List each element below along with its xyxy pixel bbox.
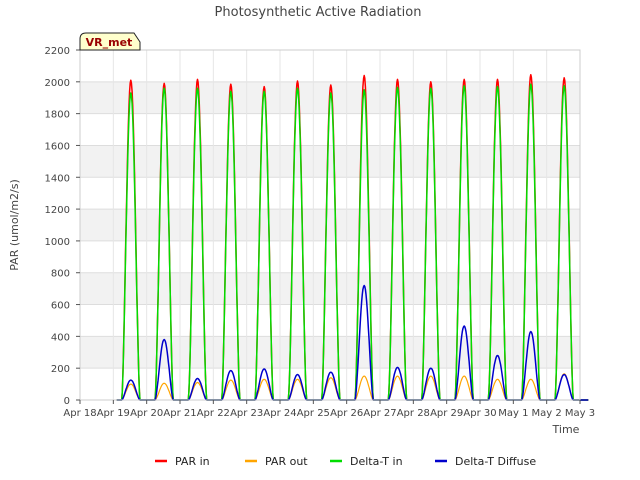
plot-background-bands	[80, 81, 580, 369]
x-tick-label: Apr 27	[363, 408, 396, 419]
x-tick-label: Apr 25	[297, 408, 330, 419]
x-tick-label: Apr 26	[330, 408, 363, 419]
plot-band	[80, 209, 580, 241]
site-label: VR_met	[86, 36, 133, 49]
series-line-par-out	[116, 373, 589, 401]
legend-label: PAR out	[265, 455, 308, 468]
legend: PAR in PAR out Delta-T in Delta-T Diffuse	[155, 455, 536, 468]
x-tick-label: Apr 22	[197, 408, 230, 419]
x-axis-label: Time	[552, 423, 580, 436]
site-label-box: VR_met	[79, 32, 141, 51]
legend-label: PAR in	[175, 455, 210, 468]
legend-item: Delta-T in	[330, 455, 403, 468]
x-axis: Apr 18 Apr 19 Apr 20 Apr 21 Apr 22 Apr 23 Apr …	[63, 400, 595, 419]
y-axis-label: PAR (umol/m2/s)	[8, 179, 21, 271]
plot-band	[80, 272, 580, 305]
x-tick-label: Apr 20	[130, 408, 163, 419]
y-tick-label: 2200	[45, 46, 70, 57]
x-tick-label: May 3	[565, 408, 595, 419]
y-tick-label: 800	[51, 269, 70, 280]
y-tick-label: 1400	[45, 173, 70, 184]
x-tick-label: May 1	[498, 408, 528, 419]
x-tick-label: Apr 18	[63, 408, 96, 419]
x-tick-label: Apr 23	[230, 408, 263, 419]
x-tick-label: Apr 28	[397, 408, 430, 419]
plot-band	[80, 145, 580, 178]
plot-frame	[79, 49, 581, 401]
y-tick-label: 2000	[45, 78, 70, 89]
legend-label: Delta-T in	[350, 455, 403, 468]
y-tick-label: 400	[51, 332, 70, 343]
x-tick-label: Apr 21	[163, 408, 196, 419]
y-tick-label: 200	[51, 364, 70, 375]
x-tick-label: Apr 24	[263, 408, 296, 419]
y-tick-label: 1800	[45, 110, 70, 121]
x-tick-label: Apr 30	[463, 408, 496, 419]
legend-item: Delta-T Diffuse	[435, 455, 536, 468]
legend-item: PAR in	[155, 455, 210, 468]
x-tick-label: Apr 29	[430, 408, 463, 419]
y-tick-label: 1200	[45, 205, 70, 216]
x-tick-label: May 2	[532, 408, 562, 419]
legend-item: PAR out	[245, 455, 308, 468]
y-tick-label: 600	[51, 301, 70, 312]
y-axis: 0 200 400 600 800 1000 1200 1400 1600 1800 2000 220…	[45, 46, 80, 407]
chart-title: Photosynthetic Active Radiation	[215, 5, 422, 20]
y-tick-label: 1600	[45, 141, 70, 152]
y-tick-label: 1000	[45, 237, 70, 248]
legend-label: Delta-T Diffuse	[455, 455, 536, 468]
x-tick-label: Apr 19	[97, 408, 130, 419]
y-tick-label: 0	[64, 396, 70, 407]
